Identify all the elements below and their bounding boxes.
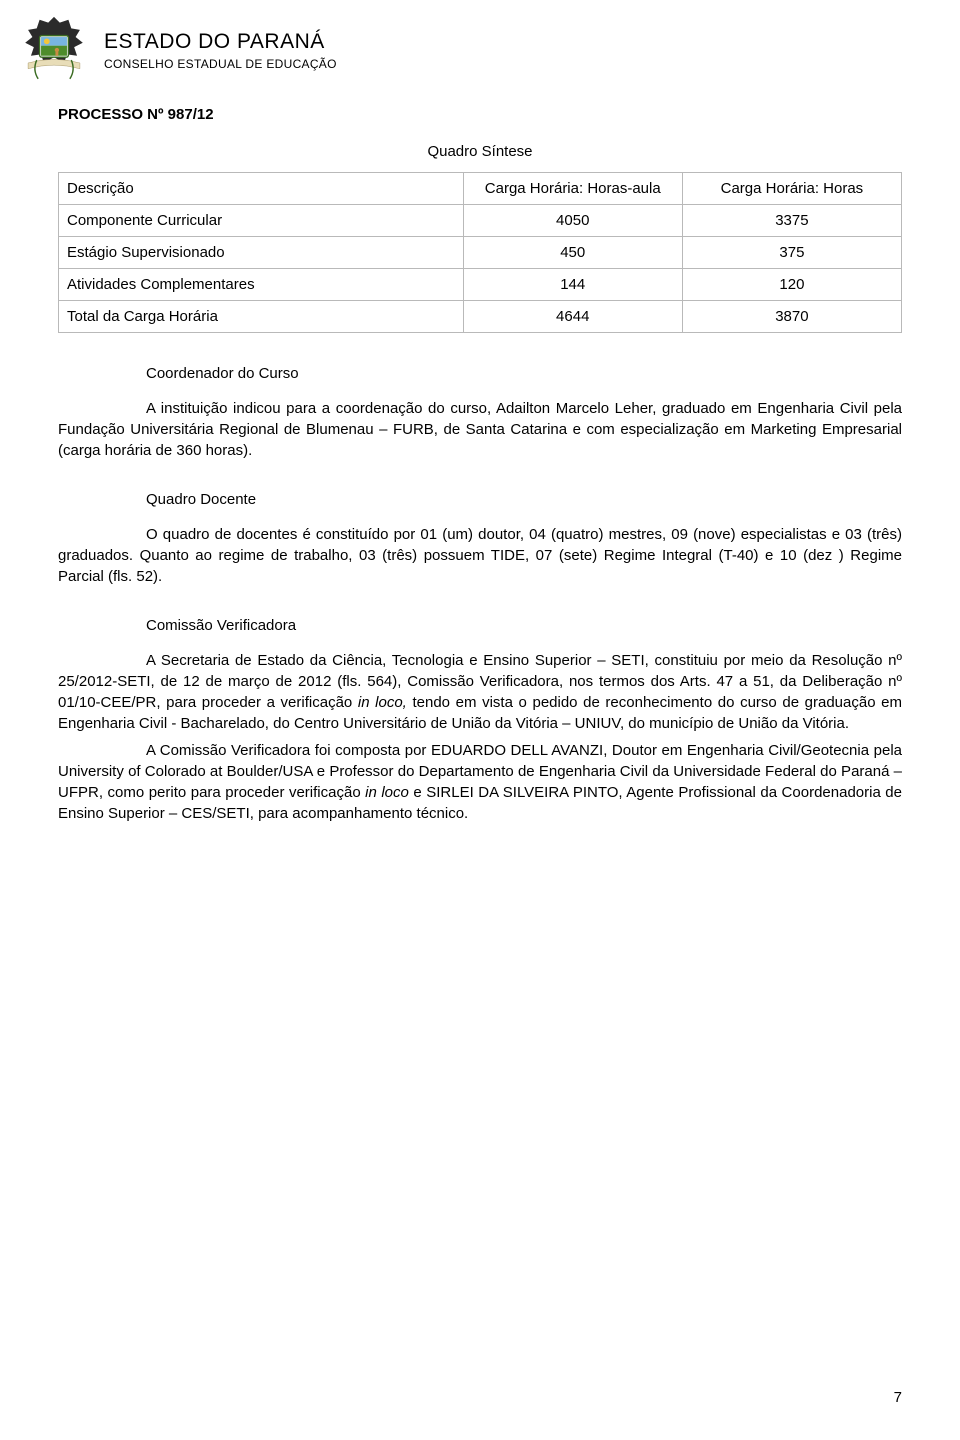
quadro-sintese-table: Descrição Carga Horária: Horas-aula Carg… [58,172,902,333]
coordenador-text: A instituição indicou para a coordenação… [58,398,902,461]
table-cell: Componente Curricular [59,205,464,237]
table-cell: Estágio Supervisionado [59,237,464,269]
coat-of-arms-icon [18,14,90,86]
comissao-title: Comissão Verificadora [58,615,902,636]
table-header-row: Descrição Carga Horária: Horas-aula Carg… [59,173,902,205]
table-cell: 450 [463,237,682,269]
table-row: Componente Curricular 4050 3375 [59,205,902,237]
table-cell: 4050 [463,205,682,237]
state-name: ESTADO DO PARANÁ [104,27,337,56]
italic-run: in loco [365,784,409,801]
docente-title: Quadro Docente [58,489,902,510]
docente-text: O quadro de docentes é constituído por 0… [58,524,902,587]
comissao-p1: A Secretaria de Estado da Ciência, Tecno… [58,650,902,734]
header-text-block: ESTADO DO PARANÁ CONSELHO ESTADUAL DE ED… [104,27,337,73]
table-col-header: Carga Horária: Horas [682,173,901,205]
table-row: Total da Carga Horária 4644 3870 [59,301,902,333]
table-cell: 4644 [463,301,682,333]
table-cell: 375 [682,237,901,269]
quadro-sintese-title: Quadro Síntese [58,141,902,162]
italic-run: in loco, [358,694,407,711]
table-row: Estágio Supervisionado 450 375 [59,237,902,269]
comissao-p2: A Comissão Verificadora foi composta por… [58,740,902,824]
table-cell: Atividades Complementares [59,269,464,301]
table-row: Atividades Complementares 144 120 [59,269,902,301]
table-cell: 3375 [682,205,901,237]
council-name: CONSELHO ESTADUAL DE EDUCAÇÃO [104,56,337,73]
table-cell: 144 [463,269,682,301]
table-col-header: Carga Horária: Horas-aula [463,173,682,205]
processo-number: PROCESSO Nº 987/12 [58,104,902,125]
document-body: PROCESSO Nº 987/12 Quadro Síntese Descri… [0,92,960,824]
table-cell: Total da Carga Horária [59,301,464,333]
document-header: ESTADO DO PARANÁ CONSELHO ESTADUAL DE ED… [0,0,960,92]
table-cell: 3870 [682,301,901,333]
table-col-header: Descrição [59,173,464,205]
table-cell: 120 [682,269,901,301]
page-number: 7 [894,1387,902,1408]
coordenador-title: Coordenador do Curso [58,363,902,384]
